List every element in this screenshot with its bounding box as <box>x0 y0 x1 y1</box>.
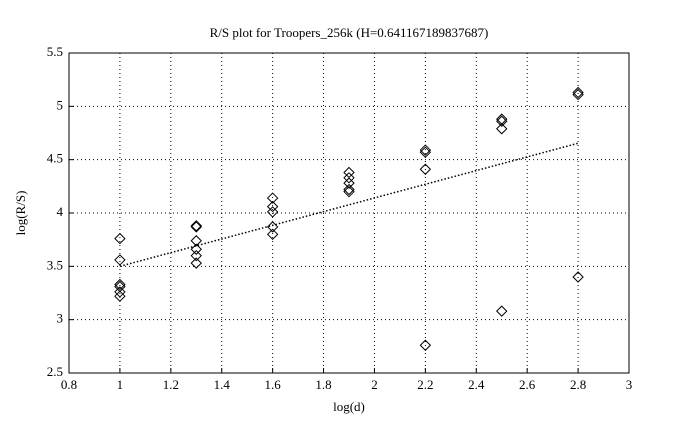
point <box>266 221 279 233</box>
y-tick-label: 4 <box>57 204 64 219</box>
point <box>343 172 355 184</box>
point <box>114 286 126 298</box>
point <box>572 271 584 283</box>
x-tick-label: 1.8 <box>315 377 331 392</box>
x-tick-label: 2.6 <box>519 377 536 392</box>
point <box>496 115 508 127</box>
point <box>266 228 279 241</box>
point <box>496 123 508 135</box>
point <box>190 249 202 262</box>
y-tick-label: 5.5 <box>47 44 63 59</box>
x-tick-label: 2.2 <box>417 377 433 392</box>
y-tick-label: 3.5 <box>47 257 63 272</box>
point <box>114 278 126 291</box>
point <box>190 220 202 232</box>
x-tick-label: 2 <box>371 377 378 392</box>
x-tick-label: 1.4 <box>214 377 231 392</box>
point <box>419 146 432 158</box>
point <box>496 305 508 317</box>
y-tick-label: 3 <box>57 311 64 326</box>
fit-line <box>119 142 579 268</box>
x-tick-label: 2.4 <box>468 377 485 392</box>
point <box>572 86 584 99</box>
point <box>343 183 355 196</box>
x-tick-label: 3 <box>626 377 633 392</box>
point <box>266 206 279 218</box>
point <box>419 144 432 156</box>
y-tick-label: 4.5 <box>47 151 63 166</box>
point <box>419 339 432 351</box>
point <box>572 88 584 101</box>
x-tick-label: 1.6 <box>265 377 282 392</box>
x-tick-label: 1.2 <box>163 377 179 392</box>
point <box>419 163 432 175</box>
y-axis-label: log(R/S) <box>13 191 28 236</box>
x-tick-label: 0.8 <box>61 377 77 392</box>
point <box>114 290 126 302</box>
y-tick-label: 2.5 <box>47 364 63 379</box>
x-axis-label: log(d) <box>333 399 365 414</box>
point <box>266 200 279 213</box>
point <box>343 185 355 198</box>
point <box>190 257 202 269</box>
point <box>190 235 202 247</box>
point <box>190 243 202 255</box>
point <box>114 232 126 245</box>
chart-title: R/S plot for Troopers_256k (H=0.64116718… <box>210 25 489 40</box>
point <box>114 254 126 266</box>
point <box>190 221 202 233</box>
point <box>266 192 279 204</box>
x-tick-label: 2.8 <box>570 377 586 392</box>
point <box>343 177 355 189</box>
y-tick-label: 5 <box>57 97 64 112</box>
x-tick-label: 1 <box>117 377 124 392</box>
